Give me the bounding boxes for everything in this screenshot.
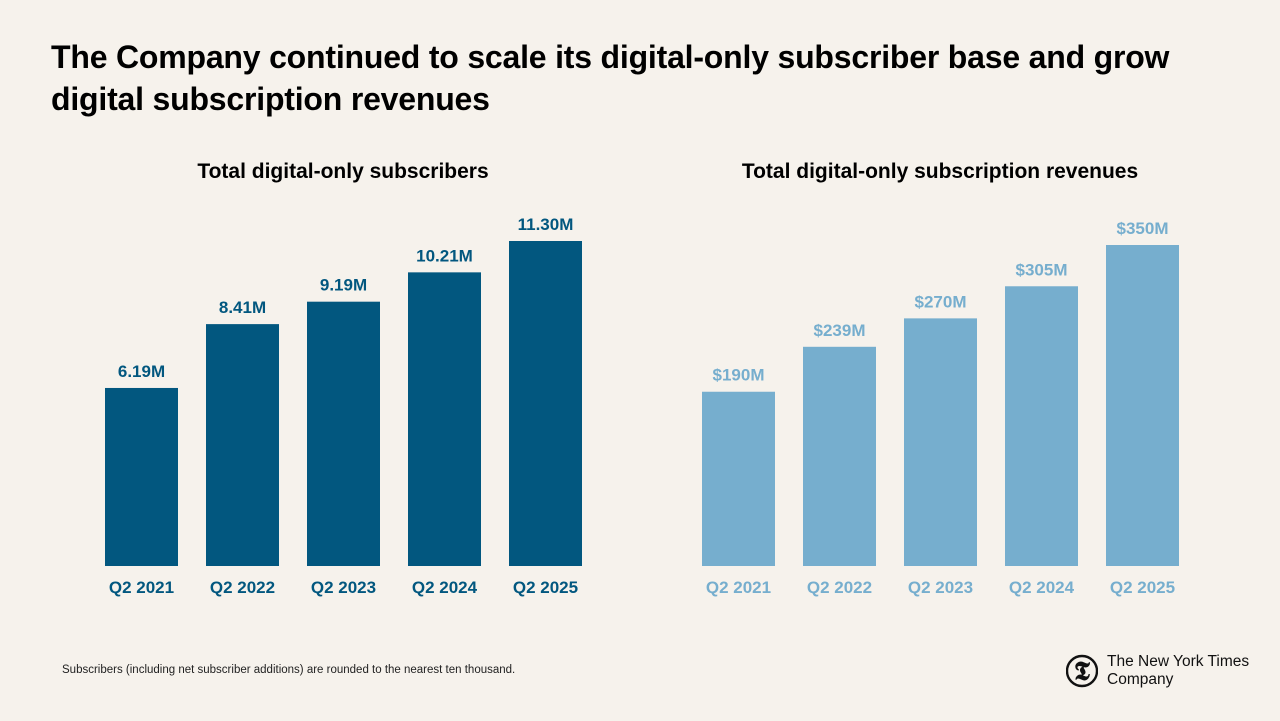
company-logo: 𝕿 The New York Times Company <box>1066 652 1249 690</box>
bar-q2-2023 <box>307 301 380 566</box>
footnote: Subscribers (including net subscriber ad… <box>62 664 516 676</box>
x-tick-label: Q2 2021 <box>109 578 174 597</box>
subscribers-chart-title: Total digital-only subscribers <box>197 160 489 183</box>
bar-q2-2024 <box>408 272 481 566</box>
x-tick-label: Q2 2022 <box>210 578 275 597</box>
data-label: 11.30M <box>518 215 574 234</box>
revenues-chart-title: Total digital-only subscription revenues <box>741 160 1139 183</box>
svg-text:𝕿: 𝕿 <box>1074 657 1091 687</box>
data-label: 6.19M <box>118 362 165 381</box>
logo-line-1: The New York Times <box>1107 653 1250 670</box>
nyt-t-logo-icon: 𝕿 <box>1066 654 1098 688</box>
x-tick-label: Q2 2024 <box>412 578 478 597</box>
data-label: 8.41M <box>219 298 266 317</box>
x-tick-label: Q2 2023 <box>311 578 376 597</box>
bar-q2-2021 <box>105 387 178 566</box>
data-label: 10.21M <box>416 246 473 265</box>
page-title: The Company continued to scale its digit… <box>51 39 1170 117</box>
logo-line-2: Company <box>1107 671 1174 688</box>
bar-q2-2025 <box>509 241 582 566</box>
x-tick-label: Q2 2025 <box>513 578 578 597</box>
data-label: 9.19M <box>320 276 367 295</box>
bar-q2-2022 <box>206 324 279 566</box>
